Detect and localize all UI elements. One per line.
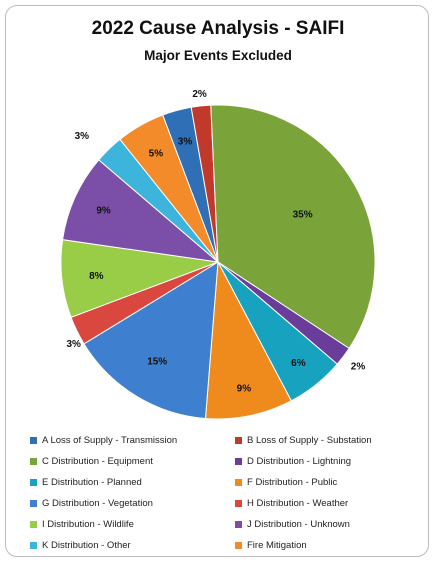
legend-swatch [30,500,37,507]
legend-item: J Distribution - Unknown [235,517,420,532]
legend-label: K Distribution - Other [42,540,131,551]
pie-slice [210,104,376,350]
legend-swatch [30,479,37,486]
slice-data-label: 35% [293,209,313,220]
legend-swatch [235,521,242,528]
legend-swatch [235,458,242,465]
legend-item: K Distribution - Other [30,538,235,553]
legend-label: J Distribution - Unknown [247,519,350,530]
slice-data-label: 2% [192,89,207,100]
legend-item: H Distribution - Weather [235,496,420,511]
legend-label: C Distribution - Equipment [42,456,153,467]
legend-item: I Distribution - Wildlife [30,517,235,532]
slice-data-label: 15% [147,357,167,368]
legend-label: A Loss of Supply - Transmission [42,435,178,446]
legend-swatch [235,542,242,549]
legend-item: G Distribution - Vegetation [30,496,235,511]
slice-data-label: 9% [237,384,252,395]
pie-slice [204,260,292,420]
legend-label: G Distribution - Vegetation [42,498,153,509]
legend-swatch [30,437,37,444]
slice-data-label: 3% [75,131,90,142]
chart-subtitle: Major Events Excluded [144,48,292,63]
slice-data-label: 9% [96,206,111,217]
slice-data-label: 6% [291,358,306,369]
legend-label: B Loss of Supply - Substation [247,435,372,446]
legend-swatch [30,542,37,549]
legend-label: I Distribution - Wildlife [42,519,134,530]
legend-swatch [235,437,242,444]
slice-data-label: 3% [178,136,193,147]
legend-swatch [30,458,37,465]
legend-item: Fire Mitigation [235,538,420,553]
slice-data-label: 8% [89,271,104,282]
legend-item: A Loss of Supply - Transmission [30,433,235,448]
legend-swatch [235,500,242,507]
legend-label: D Distribution - Lightning [247,456,352,467]
legend-label: F Distribution - Public [247,477,338,488]
slice-data-label: 5% [149,148,164,159]
legend-label: H Distribution - Weather [247,498,349,509]
legend-item: E Distribution - Planned [30,475,235,490]
legend-label: Fire Mitigation [247,540,307,551]
slice-data-label: 2% [351,361,366,372]
legend-item: D Distribution - Lightning [235,454,420,469]
legend-swatch [30,521,37,528]
slice-data-label: 3% [66,339,81,350]
chart-title: 2022 Cause Analysis - SAIFI [91,18,345,39]
legend-item: C Distribution - Equipment [30,454,235,469]
pie-slice [62,159,220,263]
pie-slice [119,114,219,263]
legend-swatch [235,479,242,486]
pie-slice [83,261,219,420]
legend-label: E Distribution - Planned [42,477,142,488]
legend-item: F Distribution - Public [235,475,420,490]
chart-legend: A Loss of Supply - Transmission B Loss of… [30,433,420,553]
legend-item: B Loss of Supply - Substation [235,433,420,448]
